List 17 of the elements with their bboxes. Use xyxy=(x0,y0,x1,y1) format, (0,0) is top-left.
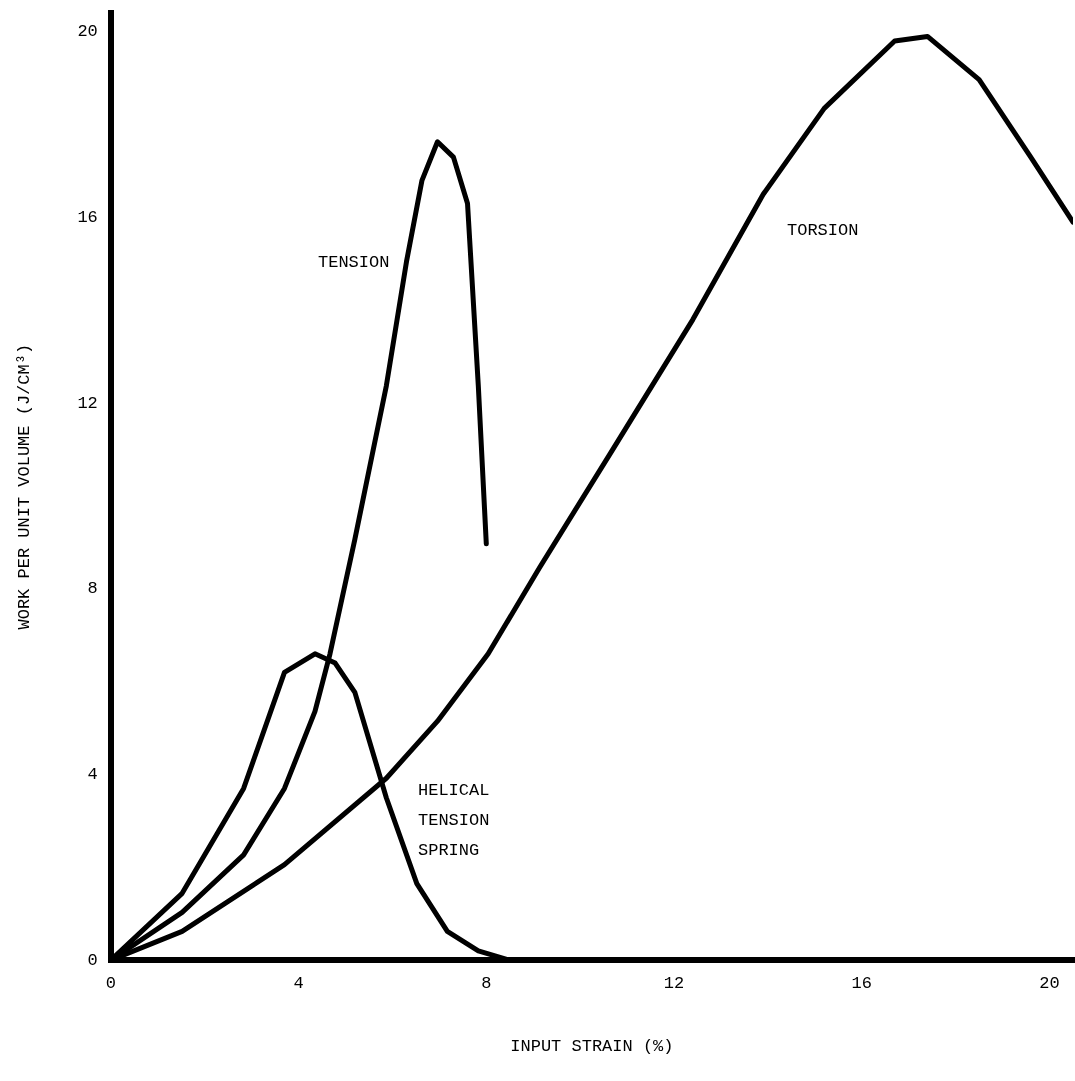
x-axis-title: INPUT STRAIN (%) xyxy=(510,1037,674,1057)
y-tick-label: 12 xyxy=(77,393,98,413)
y-tick-label: 8 xyxy=(87,579,98,599)
x-tick-label: 20 xyxy=(1039,973,1060,993)
y-tick-label: 0 xyxy=(87,950,98,970)
series-label: TENSION xyxy=(318,252,390,272)
y-tick-label: 4 xyxy=(87,765,98,785)
series-label: HELICAL TENSION SPRING xyxy=(418,780,490,860)
y-tick-label: 16 xyxy=(77,207,98,227)
x-tick-label: 0 xyxy=(105,973,116,993)
series-label: TORSION xyxy=(787,220,859,240)
x-tick-label: 4 xyxy=(293,973,304,993)
y-axis-title: WORK PER UNIT VOLUME (J/CM³) xyxy=(14,343,34,630)
x-tick-label: 8 xyxy=(481,973,492,993)
y-tick-label: 20 xyxy=(77,22,98,42)
x-tick-label: 16 xyxy=(851,973,872,993)
x-tick-label: 12 xyxy=(663,973,685,993)
